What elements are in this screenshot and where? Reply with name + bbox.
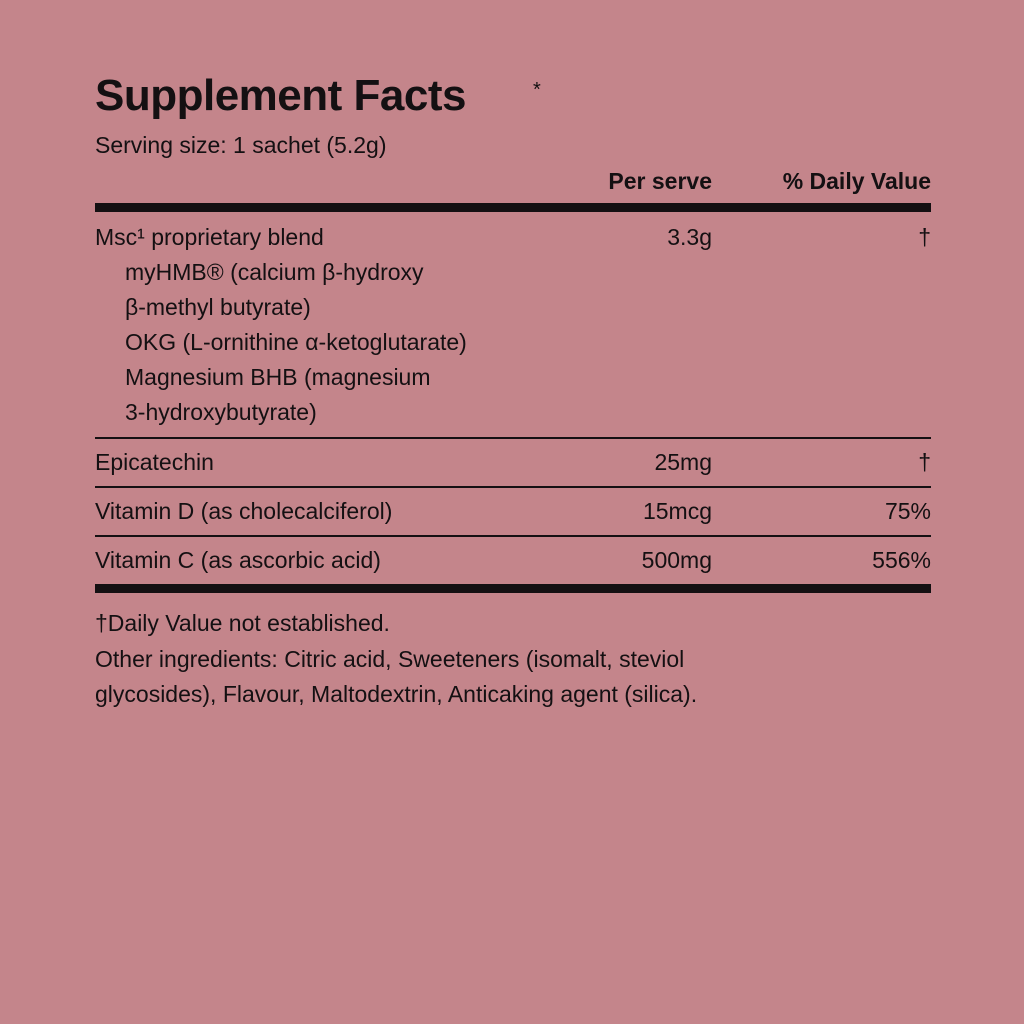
- row-divider: [95, 486, 931, 488]
- footnote: †Daily Value not established.: [95, 610, 390, 636]
- nutrient-name: Vitamin D (as cholecalciferol): [95, 498, 393, 524]
- amount: 3.3g: [667, 224, 712, 250]
- other-ingredients: glycosides), Flavour, Maltodextrin, Anti…: [95, 681, 698, 707]
- row-divider: [95, 437, 931, 439]
- daily-value: †: [918, 224, 931, 250]
- blend-ingredient: 3-hydroxybutyrate): [125, 399, 317, 425]
- thick-rule: [95, 584, 931, 593]
- amount: 15mcg: [642, 498, 712, 524]
- nutrient-name: Vitamin C (as ascorbic acid): [95, 547, 381, 573]
- daily-value: 556%: [872, 547, 931, 573]
- blend-ingredient: myHMB® (calcium β-hydroxy: [125, 259, 424, 285]
- column-header: % Daily Value: [782, 168, 931, 194]
- other-ingredients: Other ingredients: Citric acid, Sweetene…: [95, 646, 685, 672]
- blend-ingredient: β-methyl butyrate): [125, 294, 311, 320]
- title-mark: *: [533, 79, 541, 101]
- daily-value: †: [918, 449, 931, 475]
- amount: 500mg: [641, 547, 712, 573]
- daily-value: 75%: [884, 498, 931, 524]
- blend-ingredient: Magnesium BHB (magnesium: [125, 364, 431, 390]
- serving-size: Serving size: 1 sachet (5.2g): [95, 132, 387, 158]
- blend-ingredient: OKG (L-ornithine α-ketoglutarate): [125, 329, 467, 355]
- thick-rule: [95, 203, 931, 212]
- amount: 25mg: [654, 449, 712, 475]
- nutrient-name: Msc¹ proprietary blend: [95, 224, 324, 250]
- row-divider: [95, 535, 931, 537]
- column-header: Per serve: [608, 168, 712, 194]
- title: Supplement Facts: [95, 71, 466, 120]
- nutrient-name: Epicatechin: [95, 449, 214, 475]
